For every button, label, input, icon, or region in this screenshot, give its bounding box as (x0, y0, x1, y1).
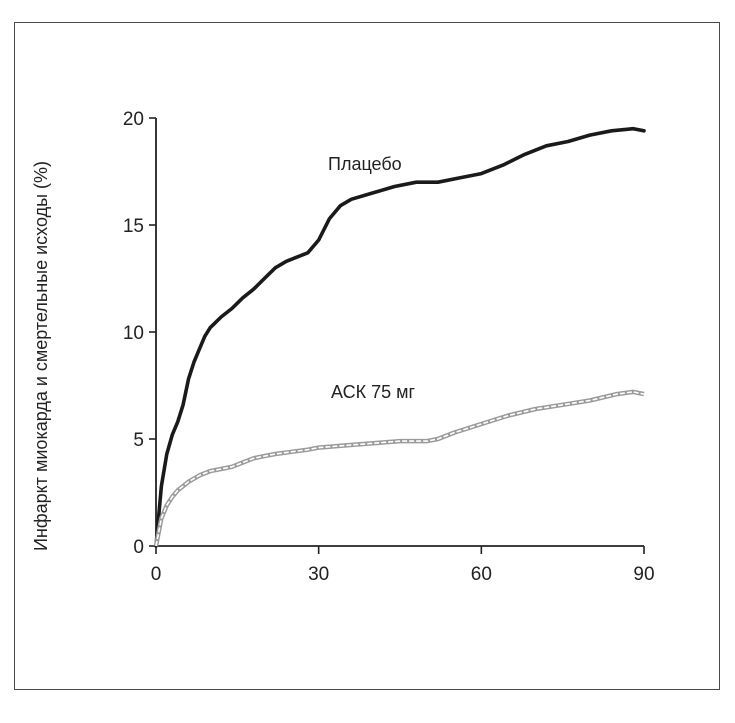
y-tick-label-10: 10 (123, 323, 144, 344)
series-ask-75-line-inner (155, 391, 645, 547)
series-label-ask-75: АСК 75 мг (331, 382, 415, 402)
series-label-placebo: Плацебо (328, 154, 402, 174)
series-placebo-line (154, 126, 646, 548)
series-ask-75-line (153, 389, 645, 547)
y-tick-label-20: 20 (123, 109, 144, 130)
chart-labels: Инфаркт миокарда и смертельные исходы (%… (31, 154, 415, 551)
chart-axes: 0 5 10 15 20 0 30 60 90 (123, 109, 655, 585)
x-tick-label-90: 90 (633, 564, 654, 585)
y-tick-label-5: 5 (133, 430, 144, 451)
x-tick-label-0: 0 (151, 564, 162, 585)
x-tick-label-30: 30 (308, 564, 329, 585)
chart-frame: 0 5 10 15 20 0 30 60 90 Инфаркт миокарда и смерт… (14, 22, 720, 690)
y-axis-title: Инфаркт миокарда и смертельные исходы (%… (31, 161, 51, 551)
y-tick-label-15: 15 (123, 216, 144, 237)
y-tick-label-0: 0 (133, 537, 144, 558)
x-tick-label-60: 60 (471, 564, 492, 585)
plot-area (153, 126, 646, 548)
chart: 0 5 10 15 20 0 30 60 90 Инфаркт миокарда и смерт… (31, 109, 655, 585)
